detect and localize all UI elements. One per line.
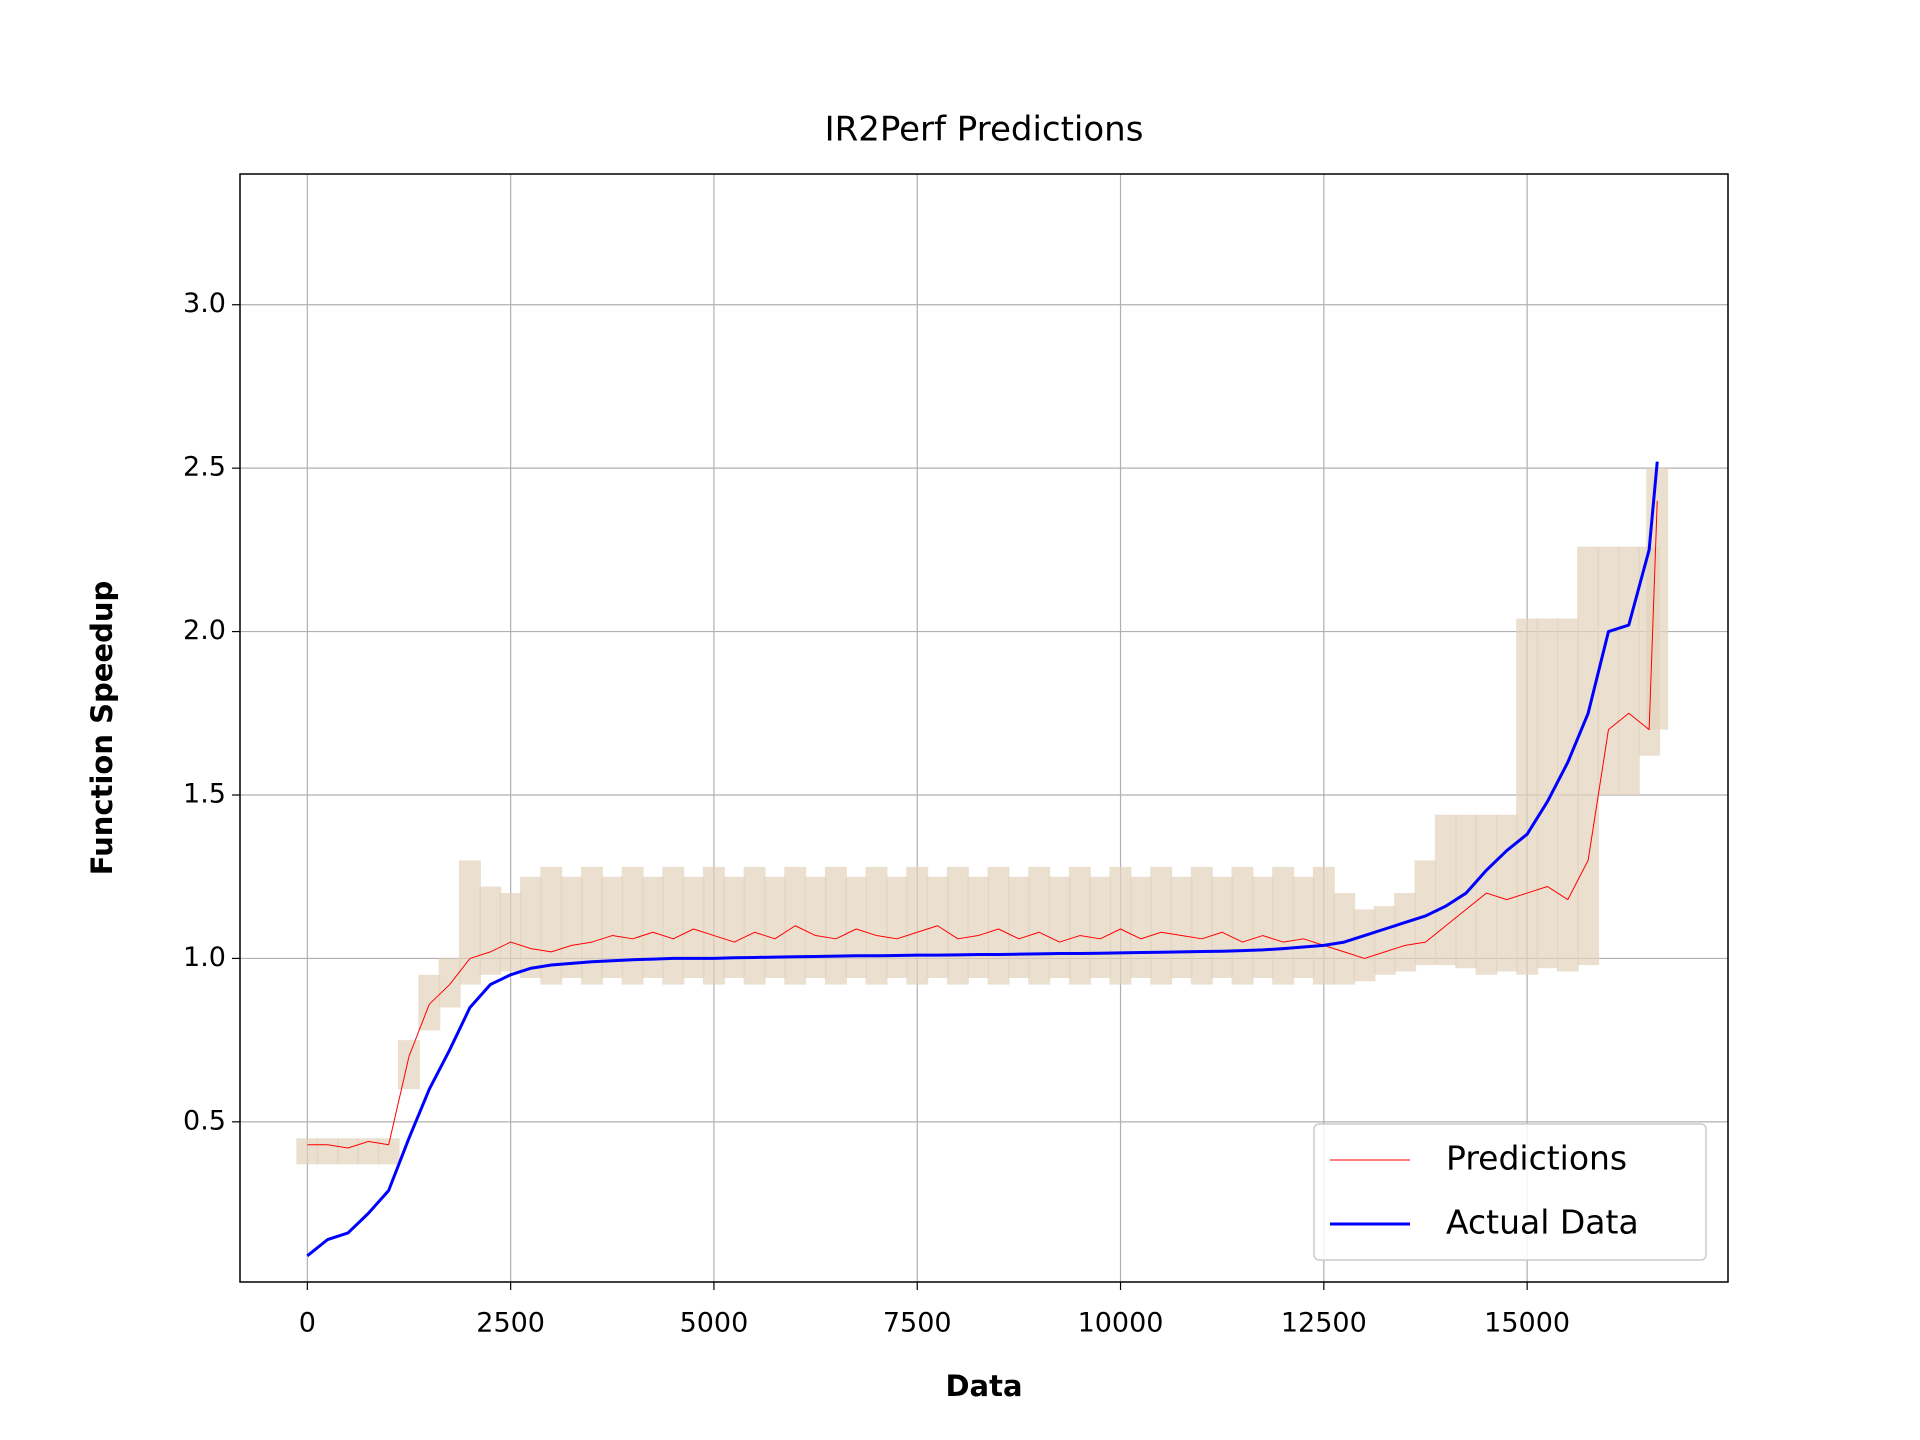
- series-line: [307, 500, 1658, 1149]
- y-tick-label: 1.5: [183, 779, 226, 810]
- legend-box: [1313, 1123, 1707, 1261]
- x-tick-label: 12500: [1281, 1308, 1367, 1339]
- legend-label: Actual Data: [1446, 1203, 1639, 1242]
- x-tick-label: 7500: [883, 1308, 952, 1339]
- y-tick-label: 1.0: [183, 942, 226, 973]
- y-tick-label: 2.5: [183, 452, 226, 483]
- x-tick-label: 0: [299, 1308, 316, 1339]
- x-axis-label: Data: [945, 1369, 1022, 1403]
- y-tick-label: 0.5: [183, 1105, 226, 1136]
- plot-frame: [239, 173, 1729, 1283]
- legend-label: Predictions: [1446, 1139, 1627, 1178]
- plot-area: [296, 461, 1669, 1258]
- y-tick-label: 3.0: [183, 288, 226, 319]
- y-axis-label: Function Speedup: [85, 581, 119, 875]
- series-line: [306, 461, 1659, 1258]
- chart-title: IR2Perf Predictions: [825, 110, 1144, 150]
- x-tick-label: 2500: [476, 1308, 545, 1339]
- x-tick-label: 10000: [1078, 1308, 1164, 1339]
- x-tick-label: 5000: [680, 1308, 749, 1339]
- x-tick-label: 15000: [1484, 1308, 1570, 1339]
- y-tick-label: 2.0: [183, 615, 226, 646]
